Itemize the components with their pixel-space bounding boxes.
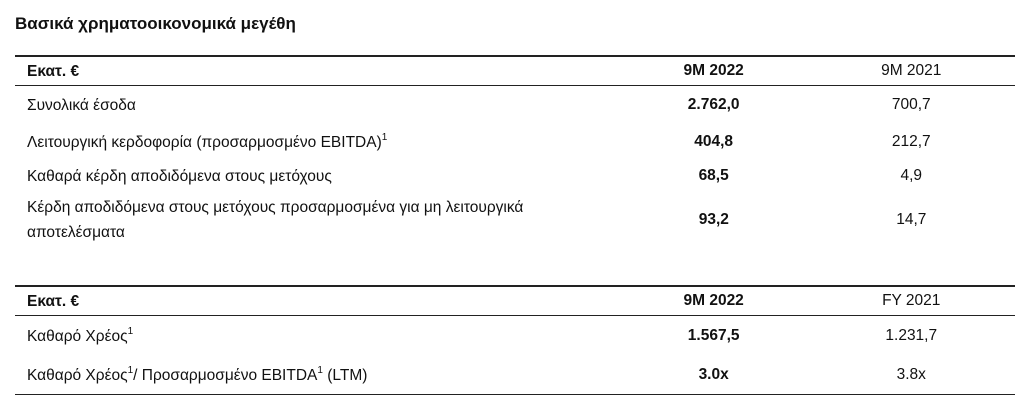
label-text: / Προσαρμοσμένο EBITDA xyxy=(133,366,318,384)
label-text: Κέρδη αποδιδόμενα στους μετόχους προσαρμ… xyxy=(27,199,524,241)
table-row: Κέρδη αποδιδόμενα στους μετόχους προσαρμ… xyxy=(15,192,1015,248)
table-body: Καθαρό Χρέος1 1.567,5 1.231,7 Καθαρό Χρέος1… xyxy=(15,316,1015,395)
value-cell: 1.567,5 xyxy=(687,327,740,344)
row-label: Καθαρό Χρέος1 xyxy=(15,324,620,349)
label-text: Συνολικά έσοδα xyxy=(27,96,136,114)
row-label: Λειτουργική κερδοφορία (προσαρμοσμένο EB… xyxy=(15,130,620,155)
header-row: Εκατ. € 9M 2022 9M 2021 xyxy=(15,55,1015,86)
table-row: Λειτουργική κερδοφορία (προσαρμοσμένο EB… xyxy=(15,124,1015,160)
value-cell: 14,7 xyxy=(896,211,927,228)
table: Εκατ. € 9M 2022 9M 2021 Συνολικά έσοδα 2.762… xyxy=(15,55,1015,248)
value-cell: 93,2 xyxy=(698,211,729,228)
label-text: Λειτουργική κερδοφορία (προσαρμοσμένο EB… xyxy=(27,133,382,151)
row-label: Κέρδη αποδιδόμενα στους μετόχους προσαρμ… xyxy=(15,195,620,245)
row-label: Συνολικά έσοδα xyxy=(15,93,620,118)
value-cell: 1.231,7 xyxy=(885,327,938,344)
footnote-mark: 1 xyxy=(381,131,388,143)
header-cell: Εκατ. € xyxy=(27,292,80,310)
table-body: Συνολικά έσοδα 2.762,0 700,7 Λειτουργική κε… xyxy=(15,86,1015,248)
value-cell: 404,8 xyxy=(694,133,734,150)
value-cell: 3.8x xyxy=(896,366,926,383)
header-cell: 9M 2022 xyxy=(683,292,744,309)
value-cell: 3.0x xyxy=(698,366,729,383)
value-cell: 4,9 xyxy=(900,167,923,184)
header-cell: 9M 2022 xyxy=(683,62,744,79)
header-cell: Εκατ. € xyxy=(27,62,80,80)
footnote-mark: 1 xyxy=(127,325,134,337)
footnote-mark: 1 xyxy=(127,364,134,376)
title: Βασικά χρηματοοικονομικά μεγέθη xyxy=(15,14,296,33)
row-label: Καθαρό Χρέος1/ Προσαρμοσμένο EBITDA1 (LT… xyxy=(15,363,620,388)
value-cell: 212,7 xyxy=(891,133,931,150)
value-cell: 68,5 xyxy=(698,167,729,184)
table: Εκατ. €9M 2022 FY 2021 Καθαρό Χρέος1 1.567,… xyxy=(15,285,1015,395)
label-text: (LTM) xyxy=(322,366,368,384)
label-text: Καθαρό Χρέος xyxy=(27,327,128,345)
table-row: Συνολικά έσοδα 2.762,0 700,7 xyxy=(15,86,1015,124)
label-text: Καθαρά κέρδη αποδιδόμενα στους μετόχους xyxy=(27,167,332,185)
table-row: Καθαρό Χρέος1/ Προσαρμοσμένο EBITDA1 (LT… xyxy=(15,356,1015,394)
label-text: Καθαρό Χρέος xyxy=(27,366,128,384)
header-cell: FY 2021 xyxy=(882,292,941,309)
value-cell: 2.762,0 xyxy=(687,96,740,113)
header-row: Εκατ. € 9M 2022 FY 2021 xyxy=(15,285,1015,316)
value-cell: 700,7 xyxy=(891,96,931,113)
table-row: Καθαρά κέρδη αποδιδόμενα στους μετόχους 6… xyxy=(15,160,1015,192)
header-cell: 9M 2021 xyxy=(881,62,942,79)
table-row: Καθαρό Χρέος1 1.567,5 1.231,7 xyxy=(15,316,1015,356)
footnote-mark: 1 xyxy=(317,364,323,376)
row-label: Καθαρά κέρδη αποδιδόμενα στους μετόχους xyxy=(15,164,620,189)
